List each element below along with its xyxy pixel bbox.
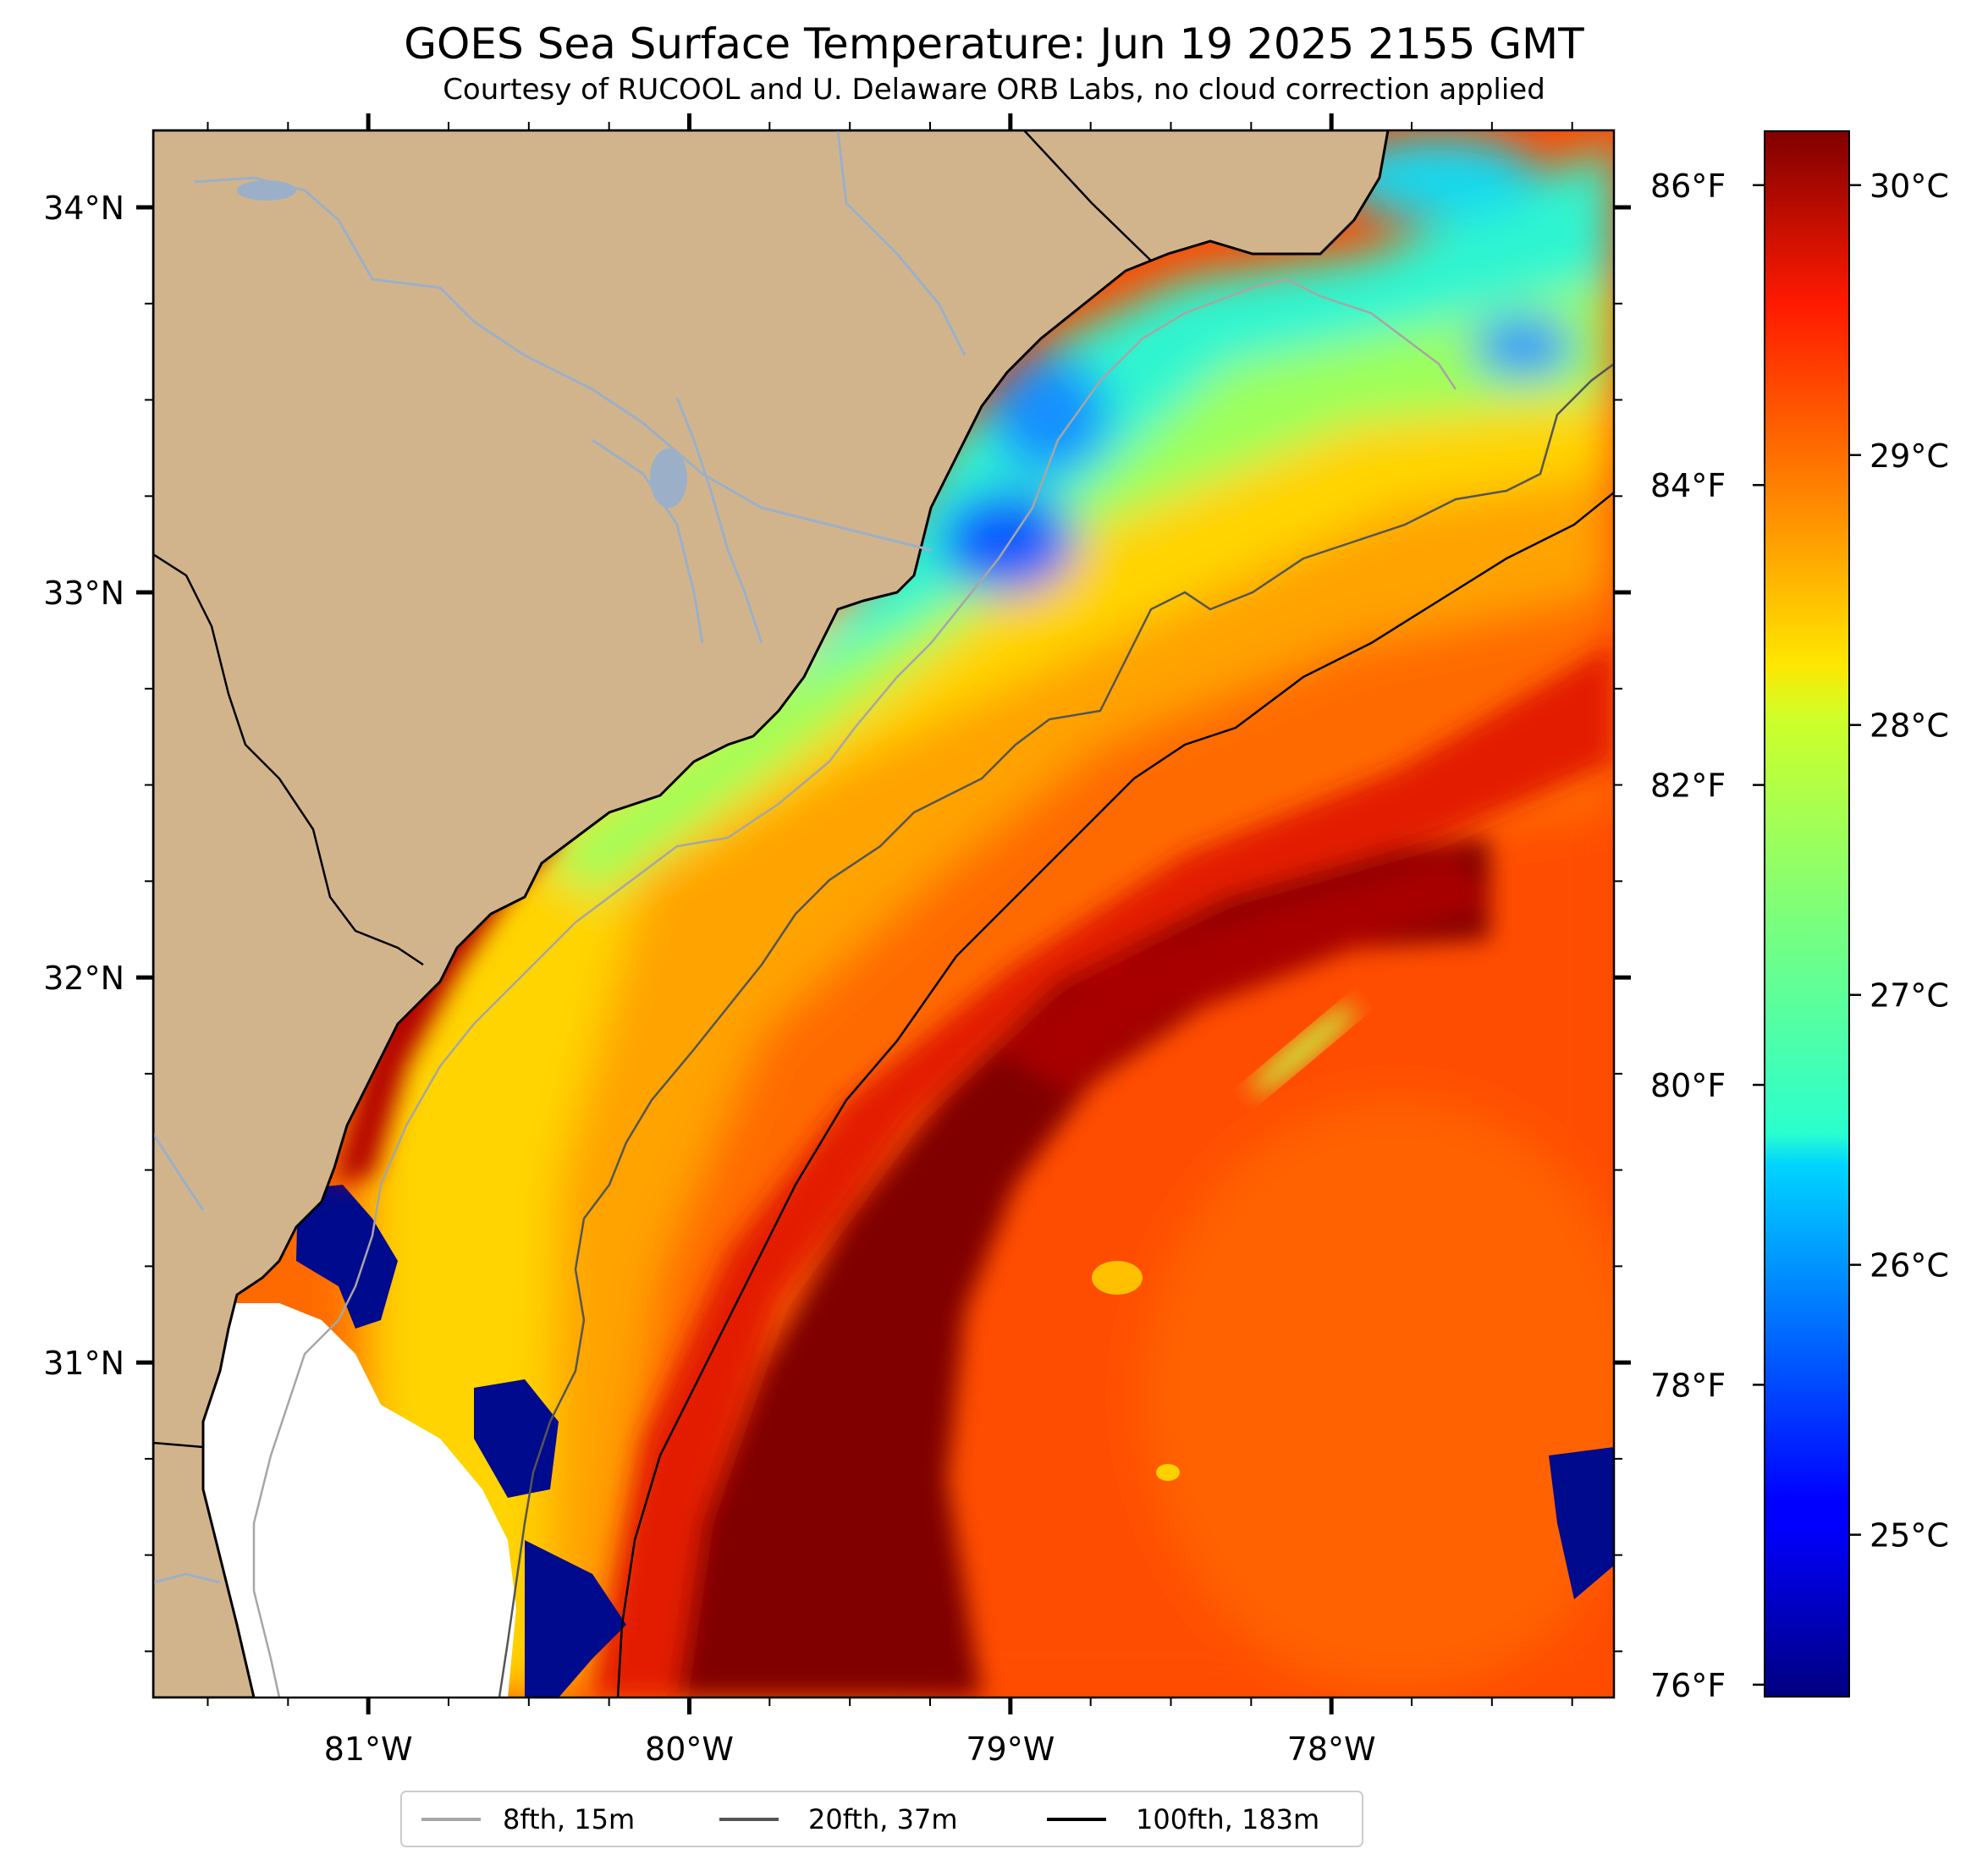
celsius-tick-label: 28°C xyxy=(1870,707,1949,745)
fahrenheit-tick-label: 76°F xyxy=(1650,1667,1726,1704)
map-subtitle: Courtesy of RUCOOL and U. Delaware ORB L… xyxy=(443,73,1545,107)
land xyxy=(153,130,1390,1698)
map-frame xyxy=(151,129,1616,1699)
lon-tick-label: 81°W xyxy=(324,1731,413,1768)
legend-label-8fth: 8fth, 15m xyxy=(503,1803,635,1835)
map-title: GOES Sea Surface Temperature: Jun 19 202… xyxy=(404,19,1584,69)
lake-small xyxy=(237,180,296,201)
lat-tick-label: 31°N xyxy=(43,1345,124,1382)
fahrenheit-tick-label: 86°F xyxy=(1650,168,1726,205)
state-borders xyxy=(153,130,1152,1449)
colorbar-ticks: 30°C 29°C 28°C 27°C 26°C 25°C 86°F 84°F 82°F 80°F… xyxy=(1650,168,1949,1704)
isobath-8fth xyxy=(252,278,1457,1698)
lake xyxy=(650,448,687,508)
legend-box xyxy=(400,1791,1363,1847)
celsius-tick-label: 30°C xyxy=(1870,168,1949,205)
lat-tick-label: 34°N xyxy=(43,190,124,227)
fahrenheit-tick-label: 78°F xyxy=(1650,1367,1726,1404)
legend-label-100fth: 100fth, 183m xyxy=(1136,1803,1319,1835)
legend: 8fth, 15m 20fth, 37m 100fth, 183m xyxy=(400,1791,1363,1847)
legend-label-20fth: 20fth, 37m xyxy=(808,1803,957,1835)
isobath-100fth xyxy=(616,492,1614,1698)
colorbar-gradient xyxy=(1764,130,1850,1698)
lon-tick-label: 79°W xyxy=(966,1731,1055,1768)
fahrenheit-tick-label: 84°F xyxy=(1650,467,1726,504)
rivers xyxy=(153,130,966,1584)
celsius-tick-label: 27°C xyxy=(1870,977,1949,1015)
axis-ticks: 81°W 80°W 79°W 78°W 34°N 33°N 32°N 31°N xyxy=(43,113,1631,1768)
sst-field xyxy=(153,130,1614,1698)
colorbar: 30°C 29°C 28°C 27°C 26°C 25°C 86°F 84°F 82°F 80°F… xyxy=(1650,130,1949,1704)
lat-tick-label: 32°N xyxy=(43,960,124,997)
fahrenheit-tick-label: 82°F xyxy=(1650,768,1726,805)
lon-tick-label: 78°W xyxy=(1287,1731,1376,1768)
celsius-tick-label: 25°C xyxy=(1870,1517,1949,1555)
isobath-20fth xyxy=(498,362,1614,1698)
map-area xyxy=(153,130,1614,1698)
celsius-tick-label: 29°C xyxy=(1870,437,1949,475)
lat-tick-label: 33°N xyxy=(43,575,124,612)
celsius-tick-label: 26°C xyxy=(1870,1247,1949,1285)
isobaths xyxy=(252,278,1614,1698)
no-data-region xyxy=(153,1303,516,1698)
fahrenheit-tick-label: 80°F xyxy=(1650,1067,1726,1104)
lon-tick-label: 80°W xyxy=(645,1731,734,1768)
